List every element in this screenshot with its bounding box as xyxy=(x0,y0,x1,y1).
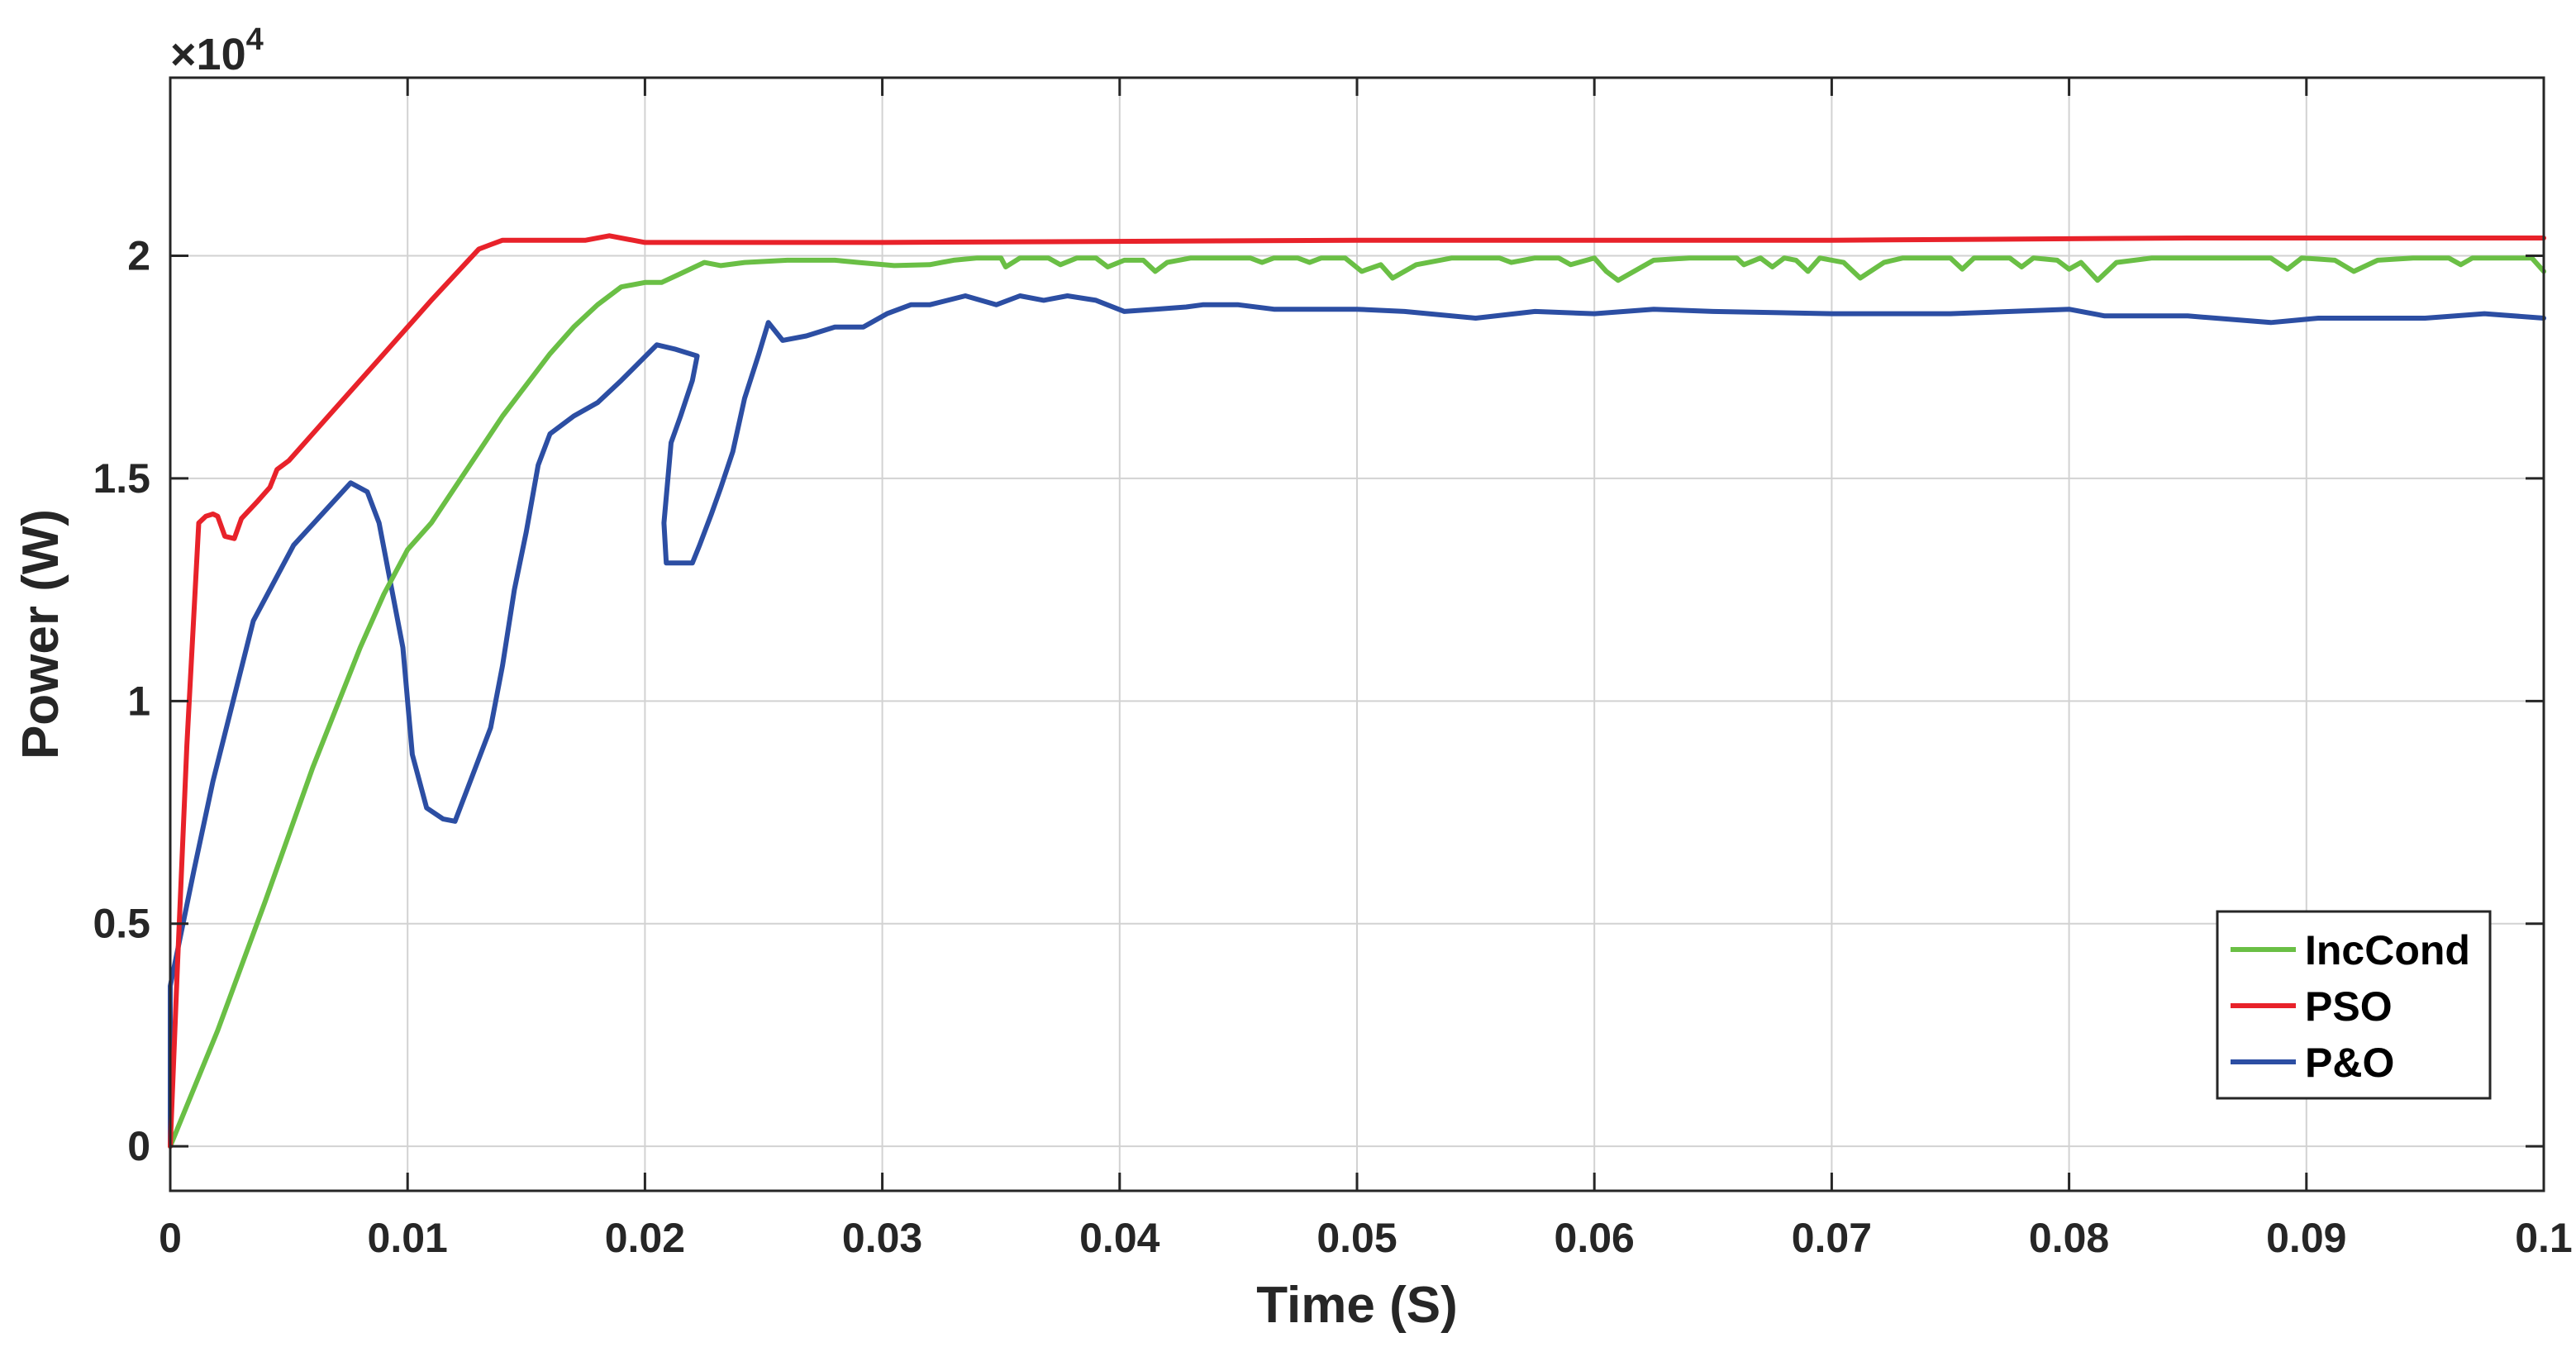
series-line-inccond xyxy=(168,255,2546,1149)
x-tick-label-8: 0.08 xyxy=(2029,1215,2109,1261)
y-tick-label-0: 0 xyxy=(127,1123,150,1169)
y-tick-label-4: 2 xyxy=(127,233,150,279)
x-tick-label-3: 0.03 xyxy=(842,1215,922,1261)
legend-label-inccond: IncCond xyxy=(2305,927,2470,973)
ticks: 0 0.01 0.02 0.03 0.04 0.05 0.06 0.07 0.08 0.09 0.1… xyxy=(93,78,2573,1261)
y-tick-label-3: 1.5 xyxy=(93,455,150,502)
x-tick-label-7: 0.07 xyxy=(1792,1215,1872,1261)
x-tick-label-5: 0.05 xyxy=(1317,1215,1397,1261)
x-tick-label-6: 0.06 xyxy=(1555,1215,1635,1261)
y-tick-label-1: 0.5 xyxy=(93,901,150,947)
series-line-p-o xyxy=(168,293,2546,1149)
y-tick-label-2: 1 xyxy=(127,678,150,724)
y-axis-multiplier-exponent: 4 xyxy=(246,22,264,57)
series-line-pso xyxy=(168,233,2546,1149)
y-axis-multiplier-base: ×10 xyxy=(170,30,246,79)
y-axis-label: Power (W) xyxy=(12,509,69,759)
x-tick-label-1: 0.01 xyxy=(368,1215,448,1261)
x-tick-label-10: 0.1 xyxy=(2515,1215,2573,1261)
y-axis-multiplier: ×104 xyxy=(170,22,264,79)
x-tick-label-0: 0 xyxy=(159,1215,182,1261)
legend-label-p-o: P&O xyxy=(2305,1040,2394,1086)
series-group xyxy=(168,233,2546,1149)
x-axis-label: Time (S) xyxy=(1256,1277,1457,1334)
x-tick-label-9: 0.09 xyxy=(2266,1215,2346,1261)
x-tick-label-2: 0.02 xyxy=(605,1215,685,1261)
legend-label-pso: PSO xyxy=(2305,983,2393,1030)
x-tick-label-4: 0.04 xyxy=(1079,1215,1160,1261)
legend: IncCond PSO P&O xyxy=(2216,910,2492,1100)
